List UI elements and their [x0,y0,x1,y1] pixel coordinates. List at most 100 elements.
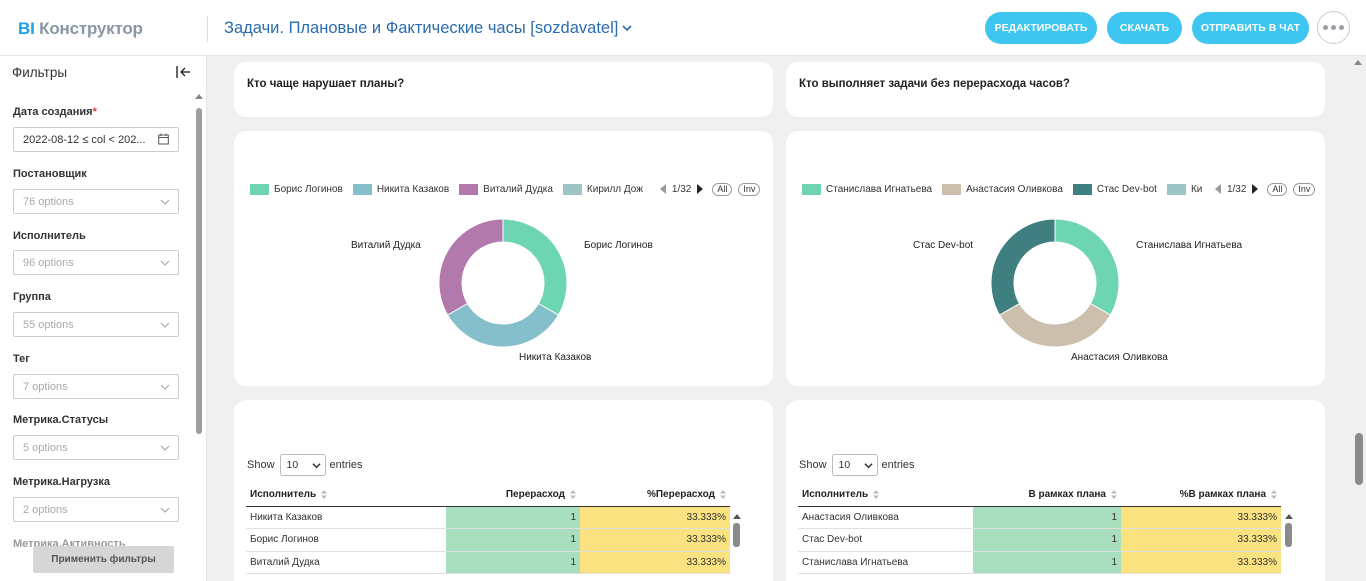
left-title-card: Кто чаще нарушает планы? [234,62,773,117]
download-button[interactable]: Скачать [1107,12,1182,44]
column-header[interactable]: Исполнитель [246,484,446,507]
apply-filters-button[interactable]: Применить фильтры [33,546,174,573]
filter-label-author: Постановщик [13,168,87,180]
scroll-thumb[interactable] [733,523,740,547]
slice-label: Виталий Дудка [351,240,421,251]
dashboard-title: Задачи. Плановые и Фактические часы [soz… [224,19,619,37]
column-header[interactable]: Исполнитель [798,484,973,507]
legend-invert-button[interactable]: Inv [1293,182,1316,196]
filter-label-group: Группа [13,291,51,303]
table-row: Стас Dev-bot 1 33.333% [798,528,1281,552]
chevron-down-icon [160,507,170,513]
card-title: Кто чаще нарушает планы? [247,78,405,90]
column-header[interactable]: %В рамках плана [1121,484,1281,507]
page-size-control: Show 10 entries [799,454,915,476]
chevron-down-icon [160,260,170,266]
edit-button[interactable]: Редактировать [985,12,1097,44]
legend-item[interactable]: Никита Казаков [352,183,449,195]
table-row: Никита Казаков 1 33.333% [246,506,730,529]
sort-icon [720,490,726,500]
calendar-icon [158,133,169,145]
filters-sidebar: Фильтры Дата создания* 2022-08-12 ≤ col … [0,56,207,581]
legend-item[interactable]: Стас Dev-bot [1072,183,1157,195]
load-select[interactable]: 2 options [13,497,179,522]
donut-slice[interactable] [502,218,568,316]
chevron-down-icon [311,463,321,469]
chevron-down-icon [160,322,170,328]
legend-pager: 1/32 All Inv [1214,182,1322,196]
slice-label: Никита Казаков [519,352,592,363]
legend-invert-button[interactable]: Inv [738,182,761,196]
right-title-card: Кто выполняет задачи без перерасхода час… [786,62,1325,117]
created-date-field[interactable]: 2022-08-12 ≤ col < 202... [13,127,179,152]
sort-icon [1111,490,1117,500]
group-select[interactable]: 55 options [13,312,179,337]
more-options-button[interactable] [1317,11,1350,44]
legend-all-button[interactable]: All [1267,182,1288,196]
header-divider [207,16,208,42]
legend-item[interactable]: Борис Логинов [250,183,343,195]
right-table-card: Show 10 entries Исполнитель В рамках пла… [786,400,1325,581]
filter-label-load: Метрика.Нагрузка [13,476,110,488]
statuses-select[interactable]: 5 options [13,435,179,460]
prev-page-icon[interactable] [659,184,666,194]
legend-item[interactable]: Ки [1166,183,1203,195]
top-header: BI Конструктор Задачи. Плановые и Фактич… [0,0,1366,56]
filters-title: Фильтры [12,65,68,80]
filter-label-assignee: Исполнитель [13,230,86,242]
sort-icon [1271,490,1277,500]
tag-select[interactable]: 7 options [13,374,179,399]
page-size-select[interactable]: 10 [831,454,878,476]
dot-icon [1339,25,1344,30]
scroll-up-arrow[interactable] [733,514,741,519]
next-page-icon[interactable] [1252,184,1259,194]
sidebar-scrollbar[interactable] [196,108,202,434]
page-size-select[interactable]: 10 [279,454,326,476]
legend-item[interactable]: Виталий Дудка [459,183,553,195]
legend-item[interactable]: Кирилл Дож [562,183,648,195]
legend-item[interactable]: Анастасия Оливкова [942,183,1063,195]
slice-label: Стас Dev-bot [913,240,974,251]
chart-legend: Борис Логинов Никита Казаков Виталий Дуд… [250,182,766,196]
data-table: Исполнитель В рамках плана %В рамках пла… [798,484,1281,574]
dot-icon [1323,25,1328,30]
legend-all-button[interactable]: All [712,182,733,196]
donut-slice[interactable] [1054,218,1120,316]
author-select[interactable]: 76 options [13,189,179,214]
right-donut-card: Станислава Игнатьева Анастасия Оливкова … [786,131,1325,386]
scroll-up-arrow[interactable] [195,94,203,99]
collapse-sidebar-icon[interactable] [175,64,193,80]
table-scrollbar[interactable] [1285,514,1293,547]
legend-pager: 1/32 All Inv [659,182,767,196]
page-scrollbar[interactable] [1355,433,1363,485]
chevron-down-icon [160,384,170,390]
sort-icon [873,490,880,500]
assignee-select[interactable]: 96 options [13,250,179,275]
scroll-up-arrow[interactable] [1285,514,1293,519]
chevron-down-icon [160,199,170,205]
sort-icon [321,490,328,500]
send-to-chat-button[interactable]: Отправить в чат [1192,12,1309,44]
slice-label: Борис Логинов [584,240,653,251]
prev-page-icon[interactable] [1214,184,1221,194]
table-row: Анастасия Оливкова 1 33.333% [798,506,1281,529]
donut-slice[interactable] [446,302,560,348]
chart-legend: Станислава Игнатьева Анастасия Оливкова … [802,182,1321,196]
legend-item[interactable]: Станислава Игнатьева [802,183,932,195]
donut-slice[interactable] [990,218,1056,316]
donut-slice[interactable] [438,218,504,316]
filter-label-tag: Тег [13,353,30,365]
scroll-thumb[interactable] [1285,523,1292,547]
donut-slice[interactable] [998,302,1112,348]
app-logo[interactable]: BI Конструктор [18,19,143,38]
column-header[interactable]: В рамках плана [973,484,1121,507]
donut-chart [438,218,568,348]
card-title: Кто выполняет задачи без перерасхода час… [799,78,1070,90]
column-header[interactable]: %Перерасход [580,484,730,507]
next-page-icon[interactable] [697,184,704,194]
page-scroll-up-arrow[interactable] [1354,60,1362,65]
table-scrollbar[interactable] [733,514,741,547]
sort-icon [570,490,576,500]
column-header[interactable]: Перерасход [446,484,580,507]
chevron-down-icon[interactable] [620,21,634,35]
